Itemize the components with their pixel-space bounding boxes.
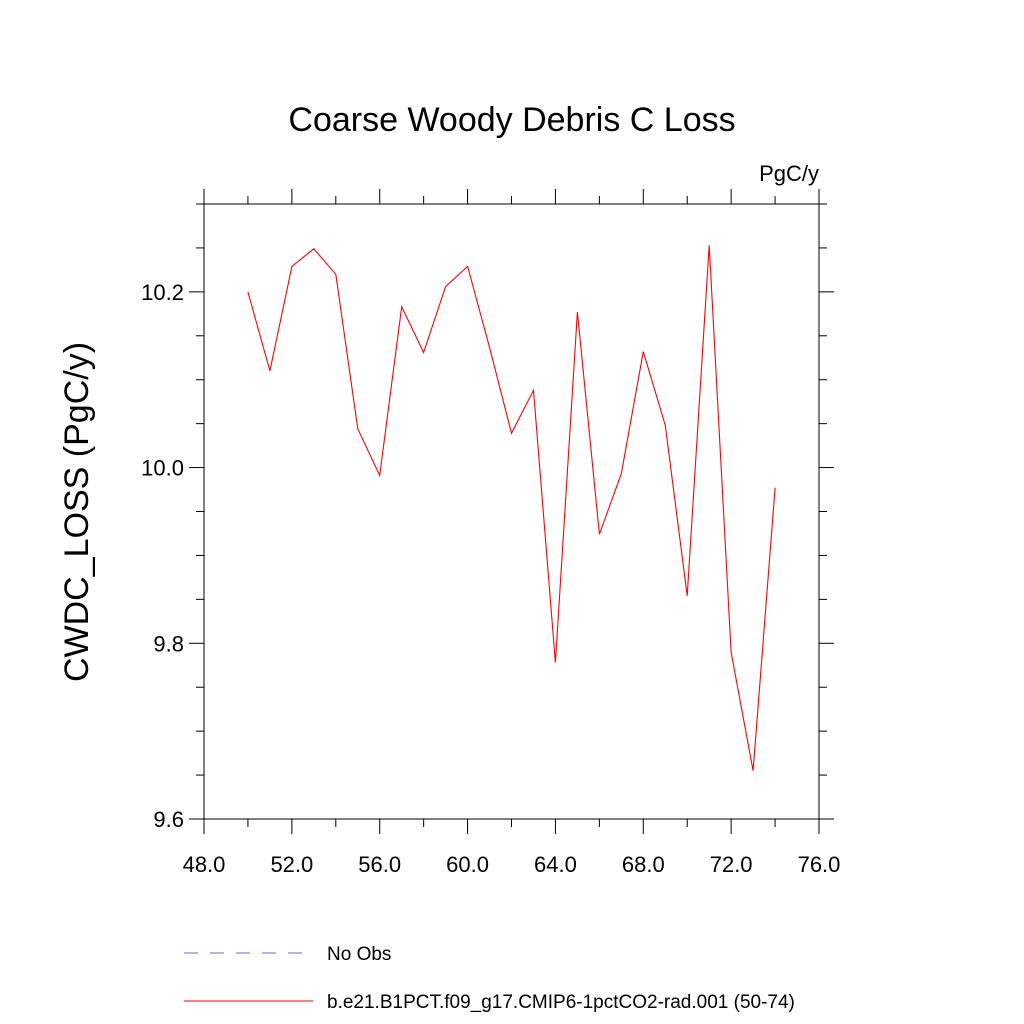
legend-label: b.e21.B1PCT.f09_g17.CMIP6-1pctCO2-rad.00… <box>327 992 795 1013</box>
y-tick-label: 9.8 <box>153 631 184 656</box>
data-point <box>599 534 600 535</box>
data-point <box>335 274 336 275</box>
data-point <box>665 425 666 426</box>
y-axis-label: CWDC_LOSS (PgC/y) <box>58 342 96 682</box>
data-point <box>533 390 534 391</box>
y-tick-label: 9.6 <box>153 807 184 832</box>
data-point <box>774 487 775 488</box>
data-point <box>401 306 402 307</box>
data-point <box>247 291 248 292</box>
data-point <box>467 266 468 267</box>
x-tick-label: 52.0 <box>270 852 313 877</box>
data-point <box>445 286 446 287</box>
units-label: PgC/y <box>759 161 819 186</box>
y-tick-label: 10.2 <box>141 280 184 305</box>
data-point <box>423 352 424 353</box>
x-tick-label: 60.0 <box>446 852 489 877</box>
series-layer <box>247 245 776 771</box>
x-tick-label: 68.0 <box>622 852 665 877</box>
axis-ticks <box>189 189 834 834</box>
x-tick-label: 48.0 <box>183 852 226 877</box>
data-point <box>709 245 710 246</box>
y-tick-label: 10.0 <box>141 456 184 481</box>
x-tick-label: 56.0 <box>358 852 401 877</box>
data-point <box>621 473 622 474</box>
x-tick-label: 64.0 <box>534 852 577 877</box>
data-point <box>269 370 270 371</box>
x-tick-label: 76.0 <box>798 852 841 877</box>
x-tick-label: 72.0 <box>710 852 753 877</box>
data-point <box>511 433 512 434</box>
legend: No Obs b.e21.B1PCT.f09_g17.CMIP6-1pctCO2-… <box>184 944 795 1013</box>
data-point <box>643 351 644 352</box>
data-point <box>753 770 754 771</box>
chart-title: Coarse Woody Debris C Loss <box>288 101 735 139</box>
legend-label: No Obs <box>327 944 391 965</box>
tick-labels: 48.0 52.0 56.0 60.0 64.0 68.0 72.0 76.0 9.6 9.8 10… <box>141 280 840 877</box>
data-point <box>489 347 490 348</box>
plot-frame <box>203 203 820 820</box>
data-point <box>687 595 688 596</box>
data-point <box>555 662 556 663</box>
data-point <box>313 248 314 249</box>
data-point <box>357 428 358 429</box>
data-point <box>379 475 380 476</box>
data-point <box>291 266 292 267</box>
series-line <box>247 245 776 771</box>
data-point <box>577 311 578 312</box>
data-point <box>731 651 732 652</box>
